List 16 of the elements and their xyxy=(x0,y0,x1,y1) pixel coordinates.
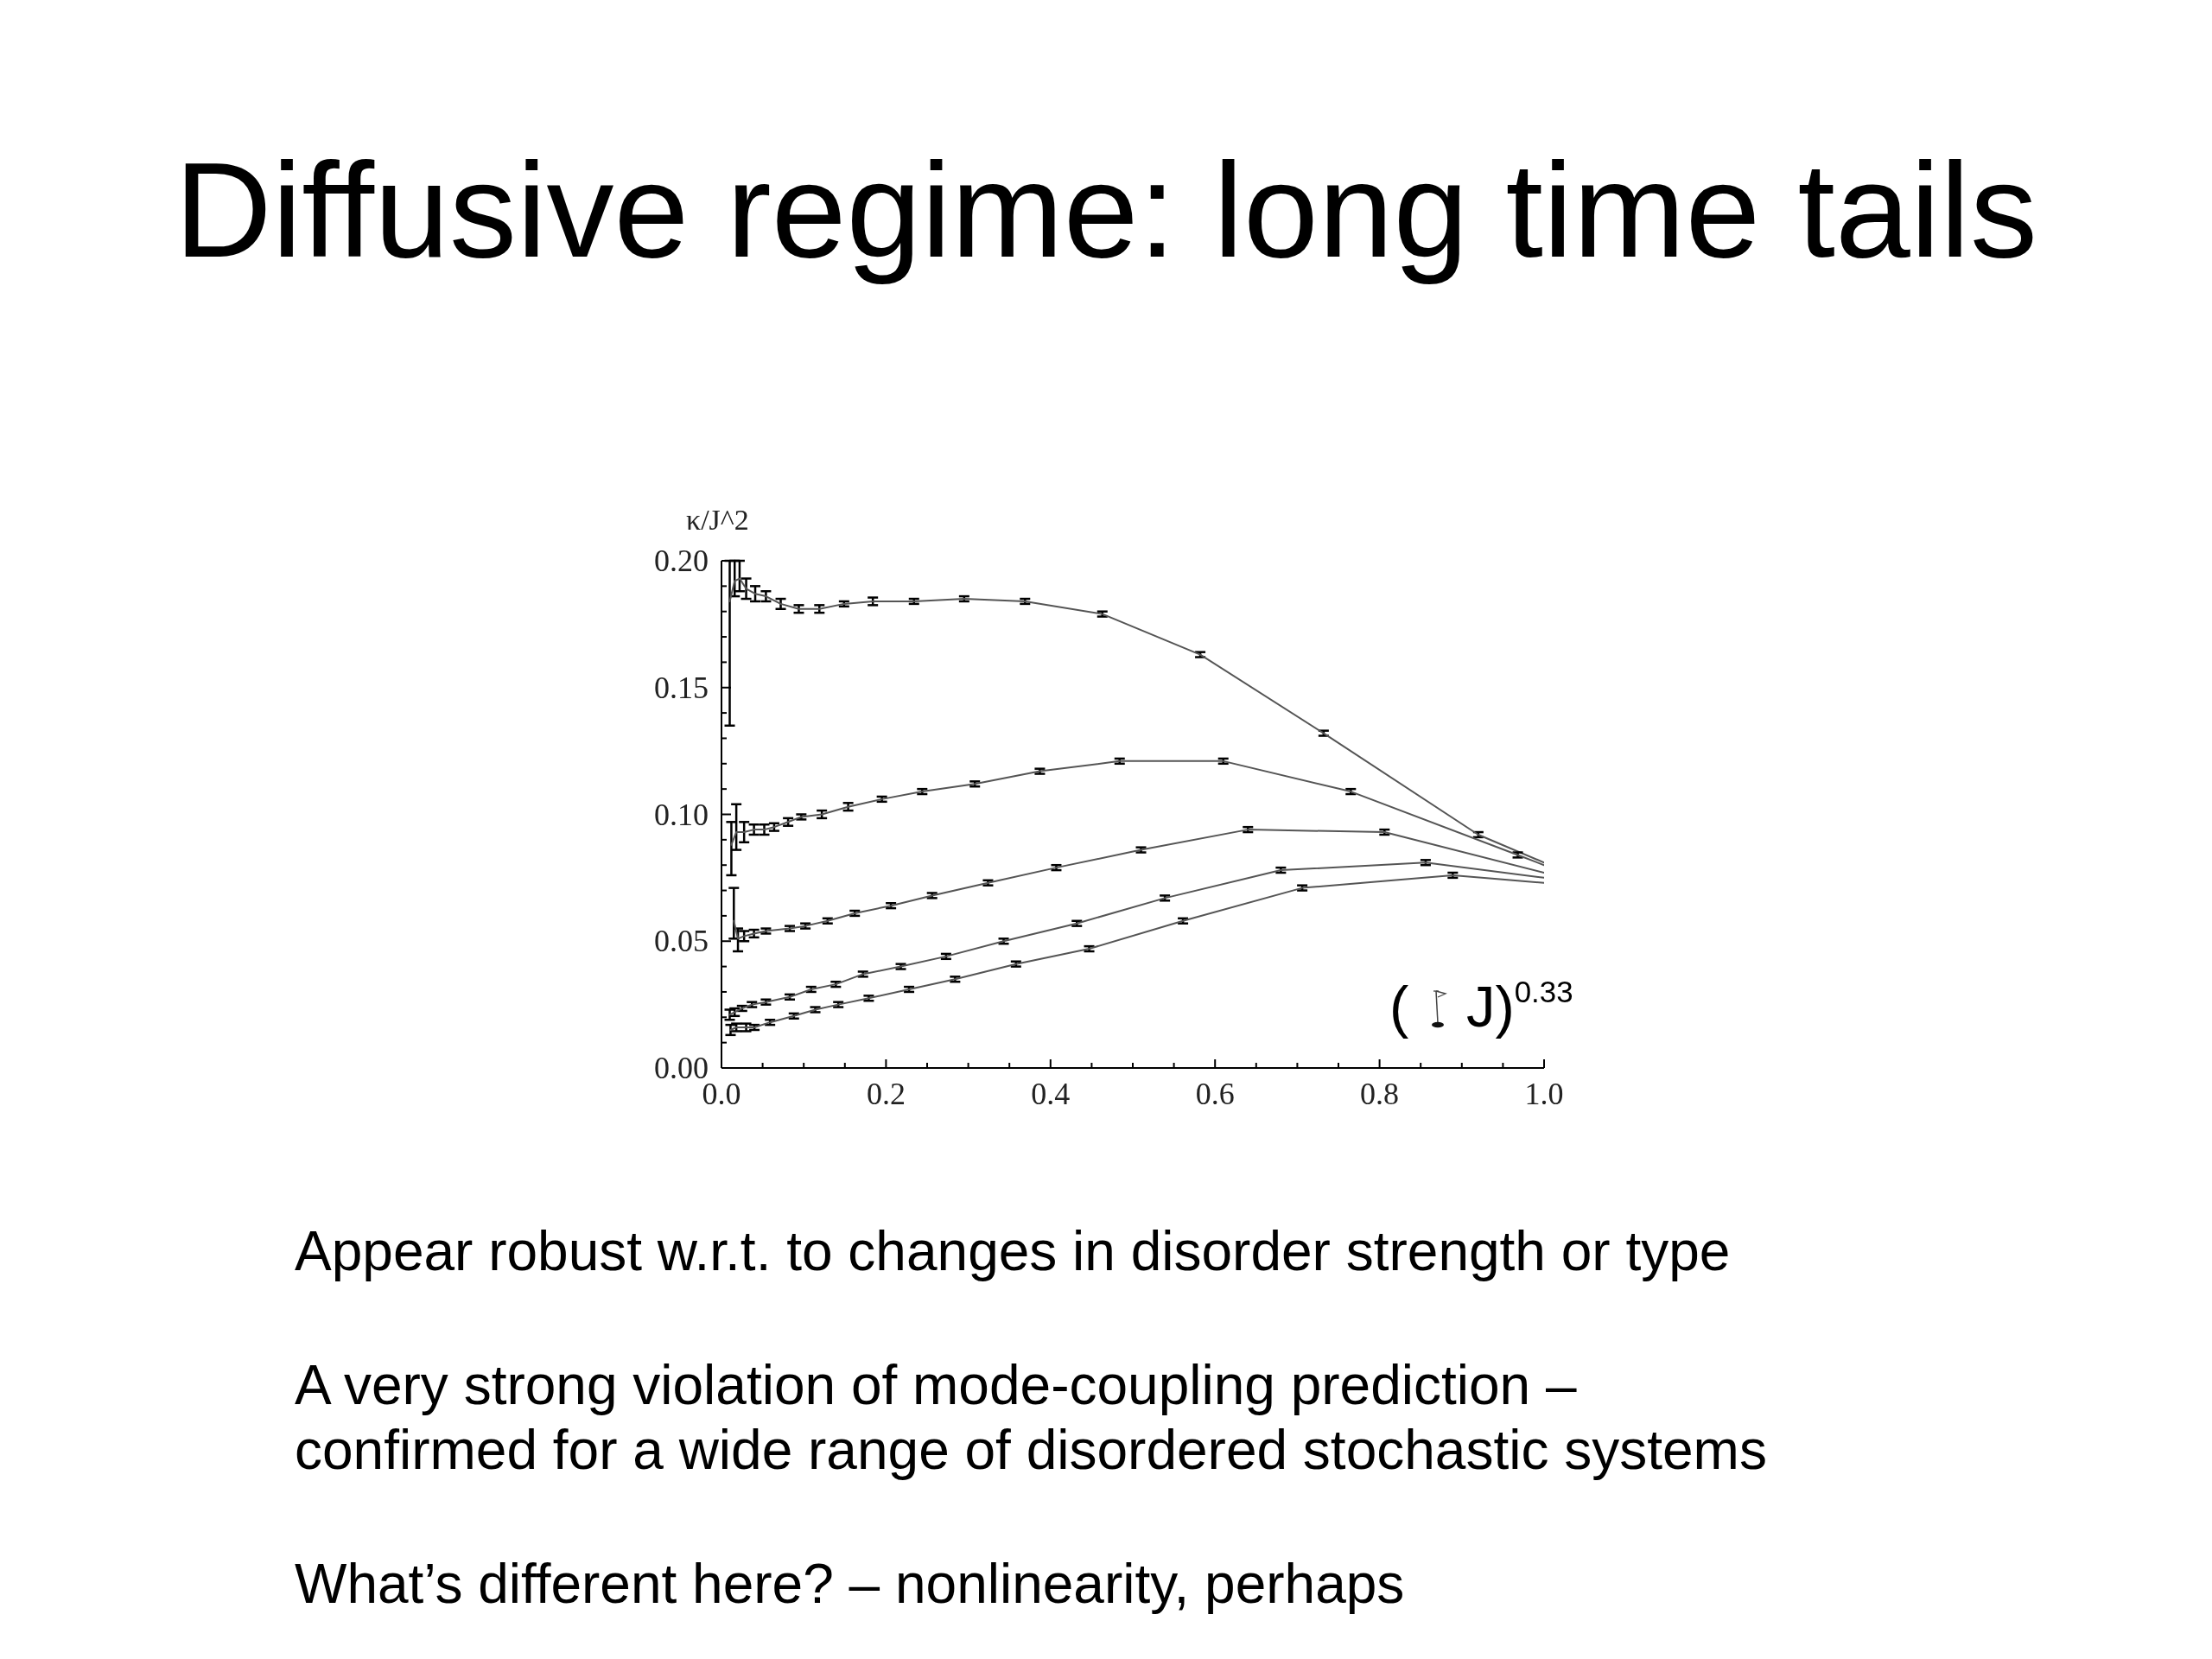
y-tick-label: 0.20 xyxy=(654,543,709,578)
x-tick-label: 0.4 xyxy=(1031,1077,1071,1111)
x-tick-label: 0.6 xyxy=(1195,1077,1235,1111)
text: What’s different here? – nonlinearity, perhaps xyxy=(295,1552,1406,1617)
y-tick-label: 0.15 xyxy=(654,670,709,705)
text: Appear robust w.r.t. to changes in disorder strength or type xyxy=(295,1219,1732,1284)
x-tick-label: 0.8 xyxy=(1360,1077,1400,1111)
x-tick-label: 0.2 xyxy=(866,1077,906,1111)
y-tick-label: 0.05 xyxy=(654,924,709,959)
chart-title: Diffusive regime: long time tails xyxy=(174,135,2038,285)
x-tick-label: 1.0 xyxy=(1524,1077,1564,1111)
y-tick-label: 0.10 xyxy=(654,797,709,832)
x-axis-title: ( J)$^{0.33}$ xyxy=(1389,974,1573,1039)
y-axis-title: κ/J^2 xyxy=(686,504,749,536)
text: A very strong violation of mode-coupling prediction – confirmed for a wide range of disordered stochastic systems xyxy=(295,1353,1767,1483)
line-series xyxy=(733,829,1544,940)
